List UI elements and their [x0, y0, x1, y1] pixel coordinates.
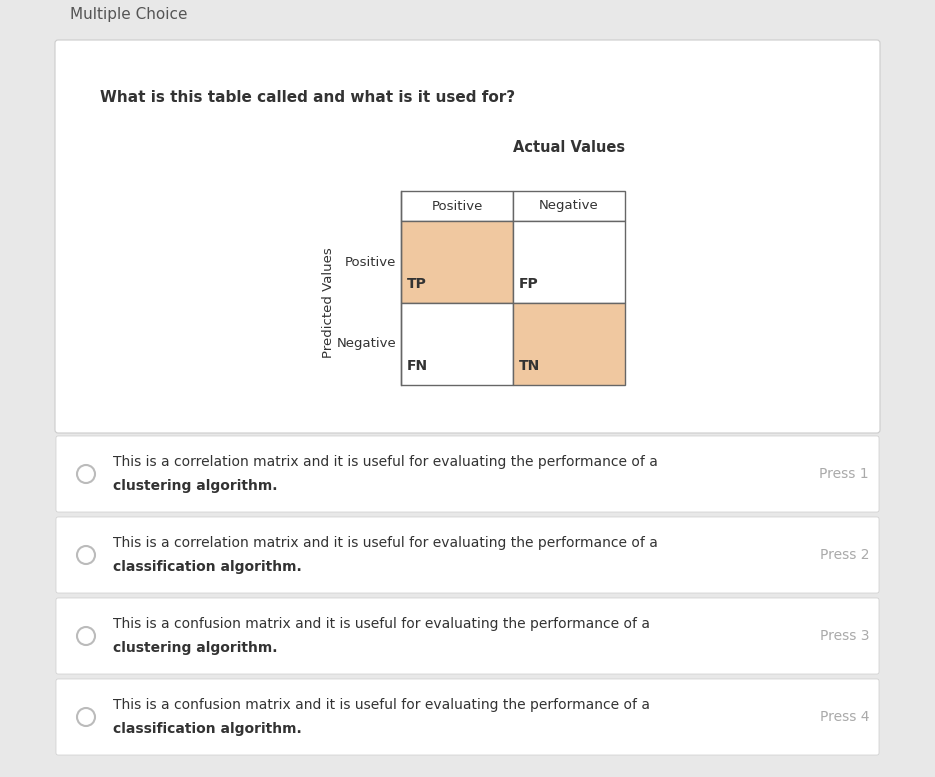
Text: clustering algorithm.: clustering algorithm.	[113, 479, 278, 493]
Text: Positive: Positive	[345, 256, 396, 269]
Text: clustering algorithm.: clustering algorithm.	[113, 641, 278, 655]
Text: Press 4: Press 4	[819, 710, 869, 724]
Bar	[401, 303, 513, 385]
Text: What is this table called and what is it used for?: What is this table called and what is it…	[100, 90, 515, 106]
Text: This is a confusion matrix and it is useful for evaluating the performance of a: This is a confusion matrix and it is use…	[113, 698, 650, 712]
Bar	[401, 191, 513, 221]
Text: Predicted Values: Predicted Values	[322, 248, 335, 358]
Text: Actual Values: Actual Values	[513, 141, 626, 155]
FancyBboxPatch shape	[56, 436, 879, 512]
Text: FP: FP	[519, 277, 539, 291]
Text: Press 2: Press 2	[819, 548, 869, 562]
Text: Negative: Negative	[337, 337, 396, 350]
Bar	[513, 221, 625, 303]
Text: Negative: Negative	[539, 200, 599, 212]
FancyBboxPatch shape	[56, 517, 879, 593]
Text: FN: FN	[407, 359, 428, 373]
Text: TN: TN	[519, 359, 540, 373]
Text: classification algorithm.: classification algorithm.	[113, 560, 302, 574]
Text: Press 3: Press 3	[819, 629, 869, 643]
FancyBboxPatch shape	[56, 598, 879, 674]
Text: This is a confusion matrix and it is useful for evaluating the performance of a: This is a confusion matrix and it is use…	[113, 617, 650, 631]
FancyBboxPatch shape	[56, 679, 879, 755]
Text: Positive: Positive	[431, 200, 482, 212]
Bar	[513, 303, 625, 385]
Bar	[513, 191, 625, 221]
Text: TP: TP	[407, 277, 427, 291]
FancyBboxPatch shape	[55, 40, 880, 433]
Text: Multiple Choice: Multiple Choice	[70, 8, 188, 23]
Text: Press 1: Press 1	[819, 467, 869, 481]
Bar	[401, 221, 513, 303]
Text: classification algorithm.: classification algorithm.	[113, 722, 302, 736]
Text: This is a correlation matrix and it is useful for evaluating the performance of : This is a correlation matrix and it is u…	[113, 455, 658, 469]
Text: This is a correlation matrix and it is useful for evaluating the performance of : This is a correlation matrix and it is u…	[113, 536, 658, 550]
